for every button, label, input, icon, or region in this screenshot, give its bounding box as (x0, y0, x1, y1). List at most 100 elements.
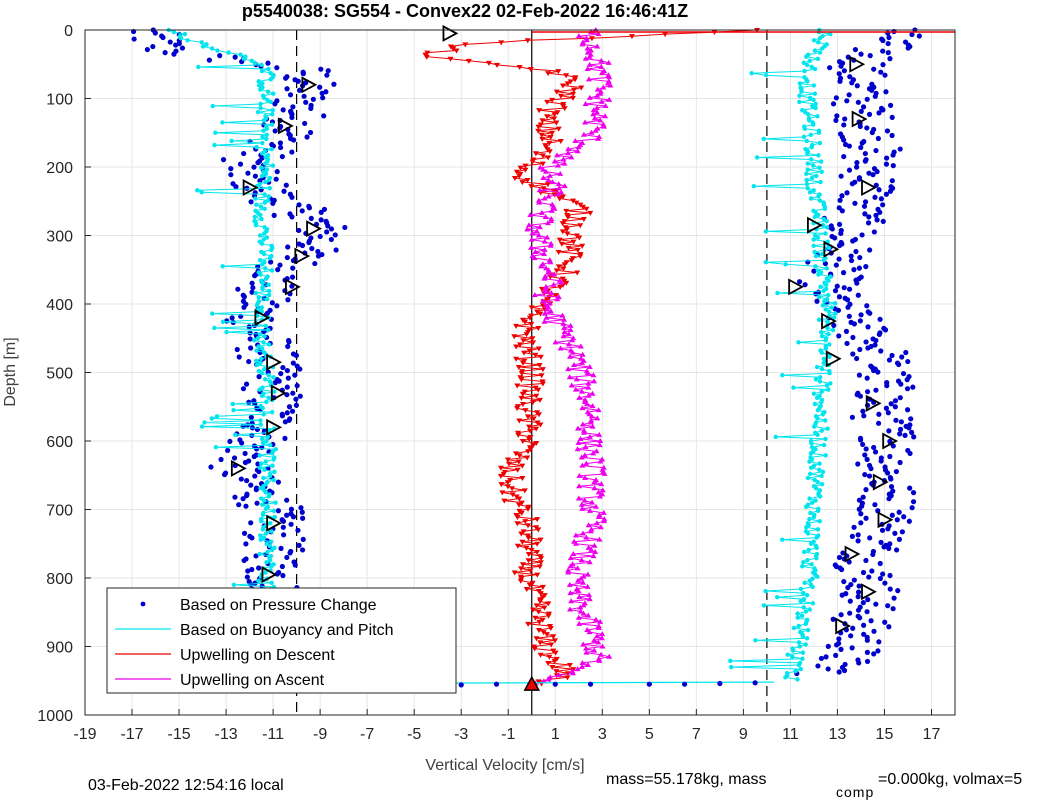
pressure-point (131, 36, 137, 42)
x-tick-label: 11 (782, 726, 799, 743)
pressure-point (844, 190, 850, 196)
legend-label-buoyancy: Based on Buoyancy and Pitch (180, 622, 393, 639)
descent-point (535, 679, 542, 685)
buoyancy-point (815, 56, 821, 61)
ascent-point (579, 351, 586, 357)
ascent-point (556, 185, 563, 191)
buoyancy-point (264, 167, 270, 172)
descent-point (533, 441, 540, 447)
buoyancy-point (811, 163, 816, 168)
buoyancy-point (819, 481, 825, 487)
buoyancy-point (816, 317, 822, 322)
pressure-point (855, 292, 861, 298)
pressure-point (875, 369, 881, 375)
ascent-point (591, 542, 598, 548)
descent-point (518, 377, 525, 383)
buoyancy-point (199, 424, 205, 429)
pressure-point (265, 60, 271, 66)
descent-point (551, 658, 558, 664)
pressure-point (855, 99, 861, 105)
ascent-point (588, 417, 595, 423)
pressure-point (880, 218, 886, 224)
descent-point (519, 391, 526, 397)
pressure-point (850, 334, 856, 341)
descent-point (526, 436, 533, 442)
pressure-point (308, 215, 314, 221)
buoyancy-point (831, 315, 837, 320)
pressure-point (897, 431, 903, 437)
pressure-point (552, 681, 558, 687)
buoyancy-point (231, 582, 237, 588)
pressure-point (283, 75, 289, 81)
pressure-point (837, 197, 843, 203)
triangle-marker (807, 216, 823, 234)
buoyancy-point (265, 97, 270, 103)
ascent-point (560, 156, 567, 162)
buoyancy-point (267, 255, 273, 261)
y-tick-label: 700 (46, 503, 73, 520)
pressure-point (878, 69, 884, 75)
buoyancy-point (263, 506, 269, 512)
buoyancy-point (832, 301, 838, 306)
buoyancy-point (262, 366, 267, 372)
ascent-point (575, 614, 582, 620)
buoyancy-point (821, 257, 826, 263)
pressure-point (845, 584, 851, 591)
descent-point (573, 200, 580, 206)
buoyancy-point (269, 247, 274, 253)
descent-point (524, 38, 531, 44)
buoyancy-point (796, 640, 802, 645)
buoyancy-point (257, 257, 263, 263)
pressure-point (246, 399, 252, 405)
pressure-point (290, 360, 296, 366)
ascent-point (586, 433, 593, 439)
pressure-point (254, 500, 260, 506)
triangle-marker (877, 511, 894, 529)
pressure-point (906, 425, 912, 431)
descent-point (574, 270, 581, 276)
descent-point (511, 175, 518, 181)
descent-point (527, 568, 534, 574)
pressure-point (907, 450, 913, 457)
buoyancy-point (823, 231, 828, 236)
pressure-point (836, 71, 842, 77)
buoyancy-point (796, 662, 802, 668)
ascent-point (549, 179, 556, 185)
buoyancy-point (763, 588, 768, 594)
buoyancy-point (813, 377, 819, 382)
ascent-point (541, 195, 548, 201)
ascent-point (591, 637, 598, 643)
buoyancy-point (807, 471, 813, 477)
descent-point (529, 336, 536, 342)
buoyancy-point (804, 138, 809, 144)
pressure-point (905, 358, 911, 365)
descent-point (485, 60, 492, 66)
pressure-point (869, 129, 875, 136)
descent-point (522, 163, 529, 169)
descent-point (547, 134, 554, 140)
buoyancy-point (811, 243, 816, 248)
descent-point (534, 517, 541, 523)
descent-point (588, 36, 595, 42)
descent-point (504, 480, 511, 486)
pressure-point (857, 318, 863, 324)
pressure-point (306, 205, 313, 211)
pressure-point (888, 476, 894, 482)
descent-point (565, 245, 572, 251)
pressure-point (849, 80, 855, 86)
pressure-point (839, 592, 845, 598)
buoyancy-point (273, 500, 278, 505)
descent-point (516, 502, 523, 508)
pressure-point (902, 432, 908, 438)
buoyancy-point (253, 290, 259, 296)
descent-point (547, 626, 554, 632)
pressure-point (299, 509, 305, 515)
pressure-point (862, 211, 868, 217)
pressure-point (315, 248, 321, 255)
ascent-point (579, 659, 586, 665)
buoyancy-point (803, 621, 808, 627)
pressure-point (208, 464, 214, 470)
pressure-point (309, 245, 315, 252)
ascent-point (585, 76, 592, 82)
pressure-point (243, 381, 250, 387)
